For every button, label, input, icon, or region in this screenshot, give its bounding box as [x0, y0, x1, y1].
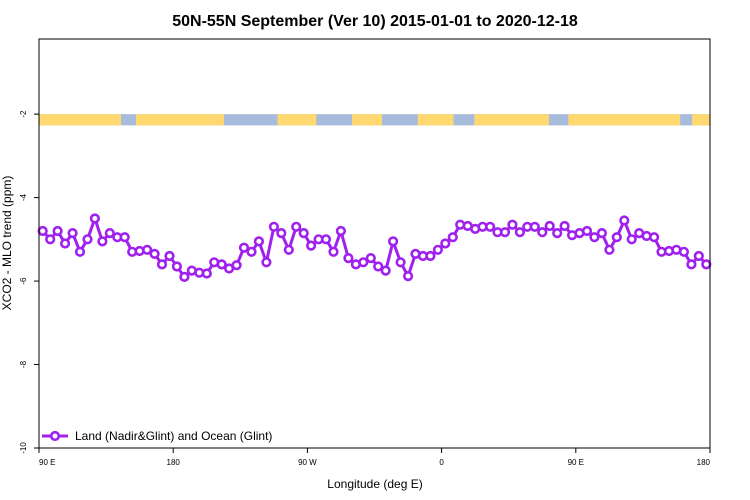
y-axis-label: XCO2 - MLO trend (ppm): [0, 176, 14, 311]
data-point: [358, 257, 369, 268]
y-tick-label: -2: [19, 110, 28, 118]
data-point: [596, 228, 608, 239]
data-point: [179, 271, 190, 283]
data-point: [291, 221, 302, 232]
data-point: [388, 236, 399, 247]
data-point: [693, 250, 704, 262]
y-tick-label: -10: [19, 442, 28, 454]
data-point: [82, 234, 93, 245]
data-point: [149, 248, 160, 259]
data-point: [432, 244, 444, 255]
data-point: [67, 228, 78, 239]
data-point: [507, 219, 518, 230]
data-point: [552, 228, 563, 239]
land-segment-5: [474, 114, 549, 126]
land-segment-1: [135, 114, 224, 126]
data-point: [380, 265, 391, 276]
data-point: [298, 228, 309, 239]
data-point: [156, 259, 168, 270]
data-point: [701, 259, 712, 270]
data-point: [343, 253, 354, 264]
data-point: [365, 253, 376, 264]
land-segment-4: [417, 114, 454, 126]
data-point: [440, 238, 451, 249]
data-point: [499, 227, 511, 238]
data-point: [201, 268, 212, 279]
data-point: [246, 246, 257, 257]
plot-frame: [38, 38, 711, 449]
data-point: [59, 238, 71, 249]
x-axis-label: Longitude (deg E): [327, 477, 422, 491]
data-point: [514, 227, 526, 238]
data-point: [253, 236, 264, 247]
data-point: [403, 271, 414, 282]
x-tick-label: 90 W: [298, 458, 317, 467]
data-point: [171, 261, 182, 272]
legend-label: Land (Nadir&Glint) and Ocean (Glint): [75, 429, 272, 443]
data-point: [395, 257, 406, 268]
data-point: [283, 244, 294, 255]
land-segment-7: [692, 114, 710, 126]
data-point: [276, 228, 287, 239]
data-point: [268, 221, 280, 232]
x-tick-label: 90 E: [568, 458, 584, 467]
land-segment-0: [39, 114, 122, 126]
data-point: [97, 236, 108, 247]
data-point: [238, 242, 250, 253]
data-point: [37, 225, 48, 237]
data-point: [373, 261, 384, 272]
data-point: [425, 250, 436, 262]
data-point: [626, 234, 637, 245]
legend: Land (Nadir&Glint) and Ocean (Glint): [42, 429, 272, 443]
data-point: [104, 228, 115, 239]
x-tick-label: 180: [167, 458, 181, 467]
data-point: [604, 244, 615, 255]
chart-title: 50N-55N September (Ver 10) 2015-01-01 to…: [172, 13, 578, 30]
legend-marker-swatch: [49, 430, 61, 442]
x-tick-label: 90 E: [39, 458, 55, 467]
data-point: [261, 257, 272, 268]
data-point: [320, 234, 332, 245]
series-layer: [37, 213, 712, 283]
data-point: [164, 250, 175, 262]
y-tick-label: -4: [19, 193, 28, 201]
data-point: [581, 225, 593, 237]
data-point: [119, 232, 130, 243]
data-point: [142, 244, 153, 255]
y-tick-label: -8: [19, 360, 28, 368]
land-segment-6: [568, 114, 681, 126]
data-point: [216, 259, 227, 270]
y-tick-label: -6: [19, 277, 28, 285]
data-point: [335, 225, 347, 237]
data-point: [559, 220, 570, 232]
land-ocean-band: [39, 114, 710, 126]
y-axis: -2 -4 -6 -8 -10: [19, 110, 39, 454]
data-point: [74, 246, 86, 257]
x-tick-label: 180: [697, 458, 711, 467]
data-point: [306, 240, 317, 251]
data-point: [485, 221, 496, 232]
data-point: [529, 221, 540, 232]
data-point: [544, 220, 555, 232]
data-point: [537, 227, 548, 238]
data-point: [447, 232, 458, 243]
data-point: [89, 213, 100, 224]
land-segment-2: [277, 114, 317, 126]
data-point: [45, 234, 56, 245]
data-point: [611, 232, 622, 243]
x-axis: 90 E 180 90 W 0 90 E 180: [38, 448, 711, 467]
data-point: [328, 246, 339, 257]
data-point: [648, 232, 660, 243]
land-segment-3: [352, 114, 382, 126]
data-point: [231, 260, 242, 271]
data-point: [678, 246, 690, 257]
data-point: [52, 225, 63, 237]
data-point: [589, 232, 600, 243]
x-tick-label: 0: [439, 458, 444, 467]
data-point: [619, 215, 630, 226]
data-point: [686, 259, 697, 270]
